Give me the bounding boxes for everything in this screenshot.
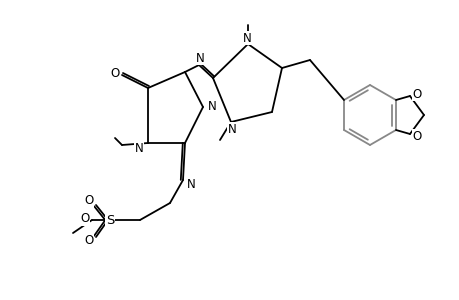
- Text: O: O: [84, 194, 94, 208]
- Text: O: O: [411, 130, 421, 142]
- Text: N: N: [227, 122, 236, 136]
- Text: N: N: [242, 32, 251, 44]
- Text: O: O: [110, 67, 119, 80]
- Text: O: O: [411, 88, 421, 100]
- Text: N: N: [186, 178, 195, 190]
- Text: N: N: [207, 100, 216, 112]
- Text: N: N: [134, 142, 143, 154]
- Text: S: S: [106, 214, 114, 227]
- Text: N: N: [195, 52, 204, 64]
- Text: O: O: [80, 212, 90, 226]
- Text: O: O: [84, 235, 94, 248]
